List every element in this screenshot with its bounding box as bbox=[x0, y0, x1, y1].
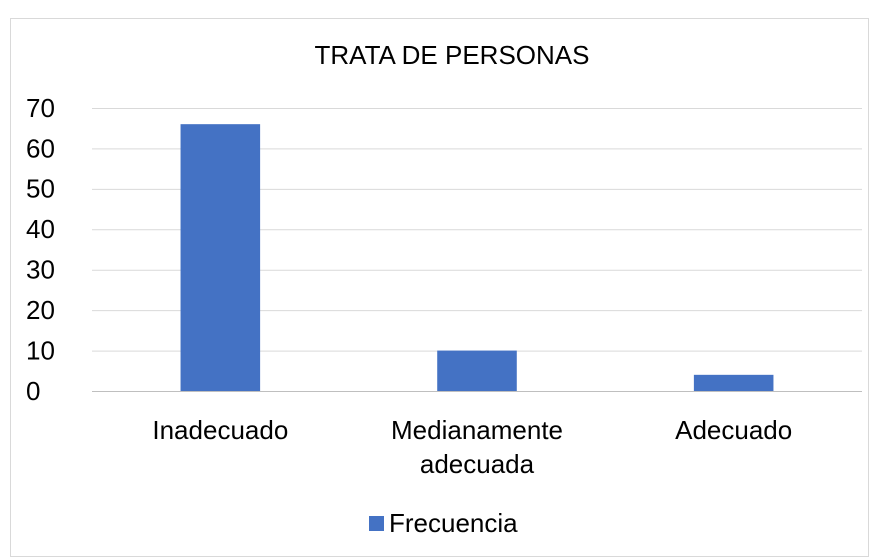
y-tick-label: 60 bbox=[26, 133, 55, 163]
y-tick-label: 50 bbox=[26, 174, 55, 204]
y-tick-label: 70 bbox=[26, 93, 55, 123]
y-tick-label: 10 bbox=[26, 335, 55, 365]
legend-swatch bbox=[369, 516, 384, 531]
x-tick-label: Medianamente adecuada bbox=[391, 415, 563, 479]
y-tick-label: 30 bbox=[26, 255, 55, 285]
bar bbox=[180, 124, 261, 392]
legend-label: Frecuencia bbox=[389, 508, 518, 538]
y-tick-label: 40 bbox=[26, 214, 55, 244]
x-tick-label: Adecuado bbox=[675, 415, 792, 445]
bar bbox=[693, 374, 774, 391]
x-tick-label: Inadecuado bbox=[152, 415, 288, 445]
y-tick-label: 20 bbox=[26, 295, 55, 325]
y-tick-label: 0 bbox=[26, 376, 40, 406]
chart-title: TRATA DE PERSONAS bbox=[315, 40, 590, 70]
bar bbox=[437, 350, 517, 391]
